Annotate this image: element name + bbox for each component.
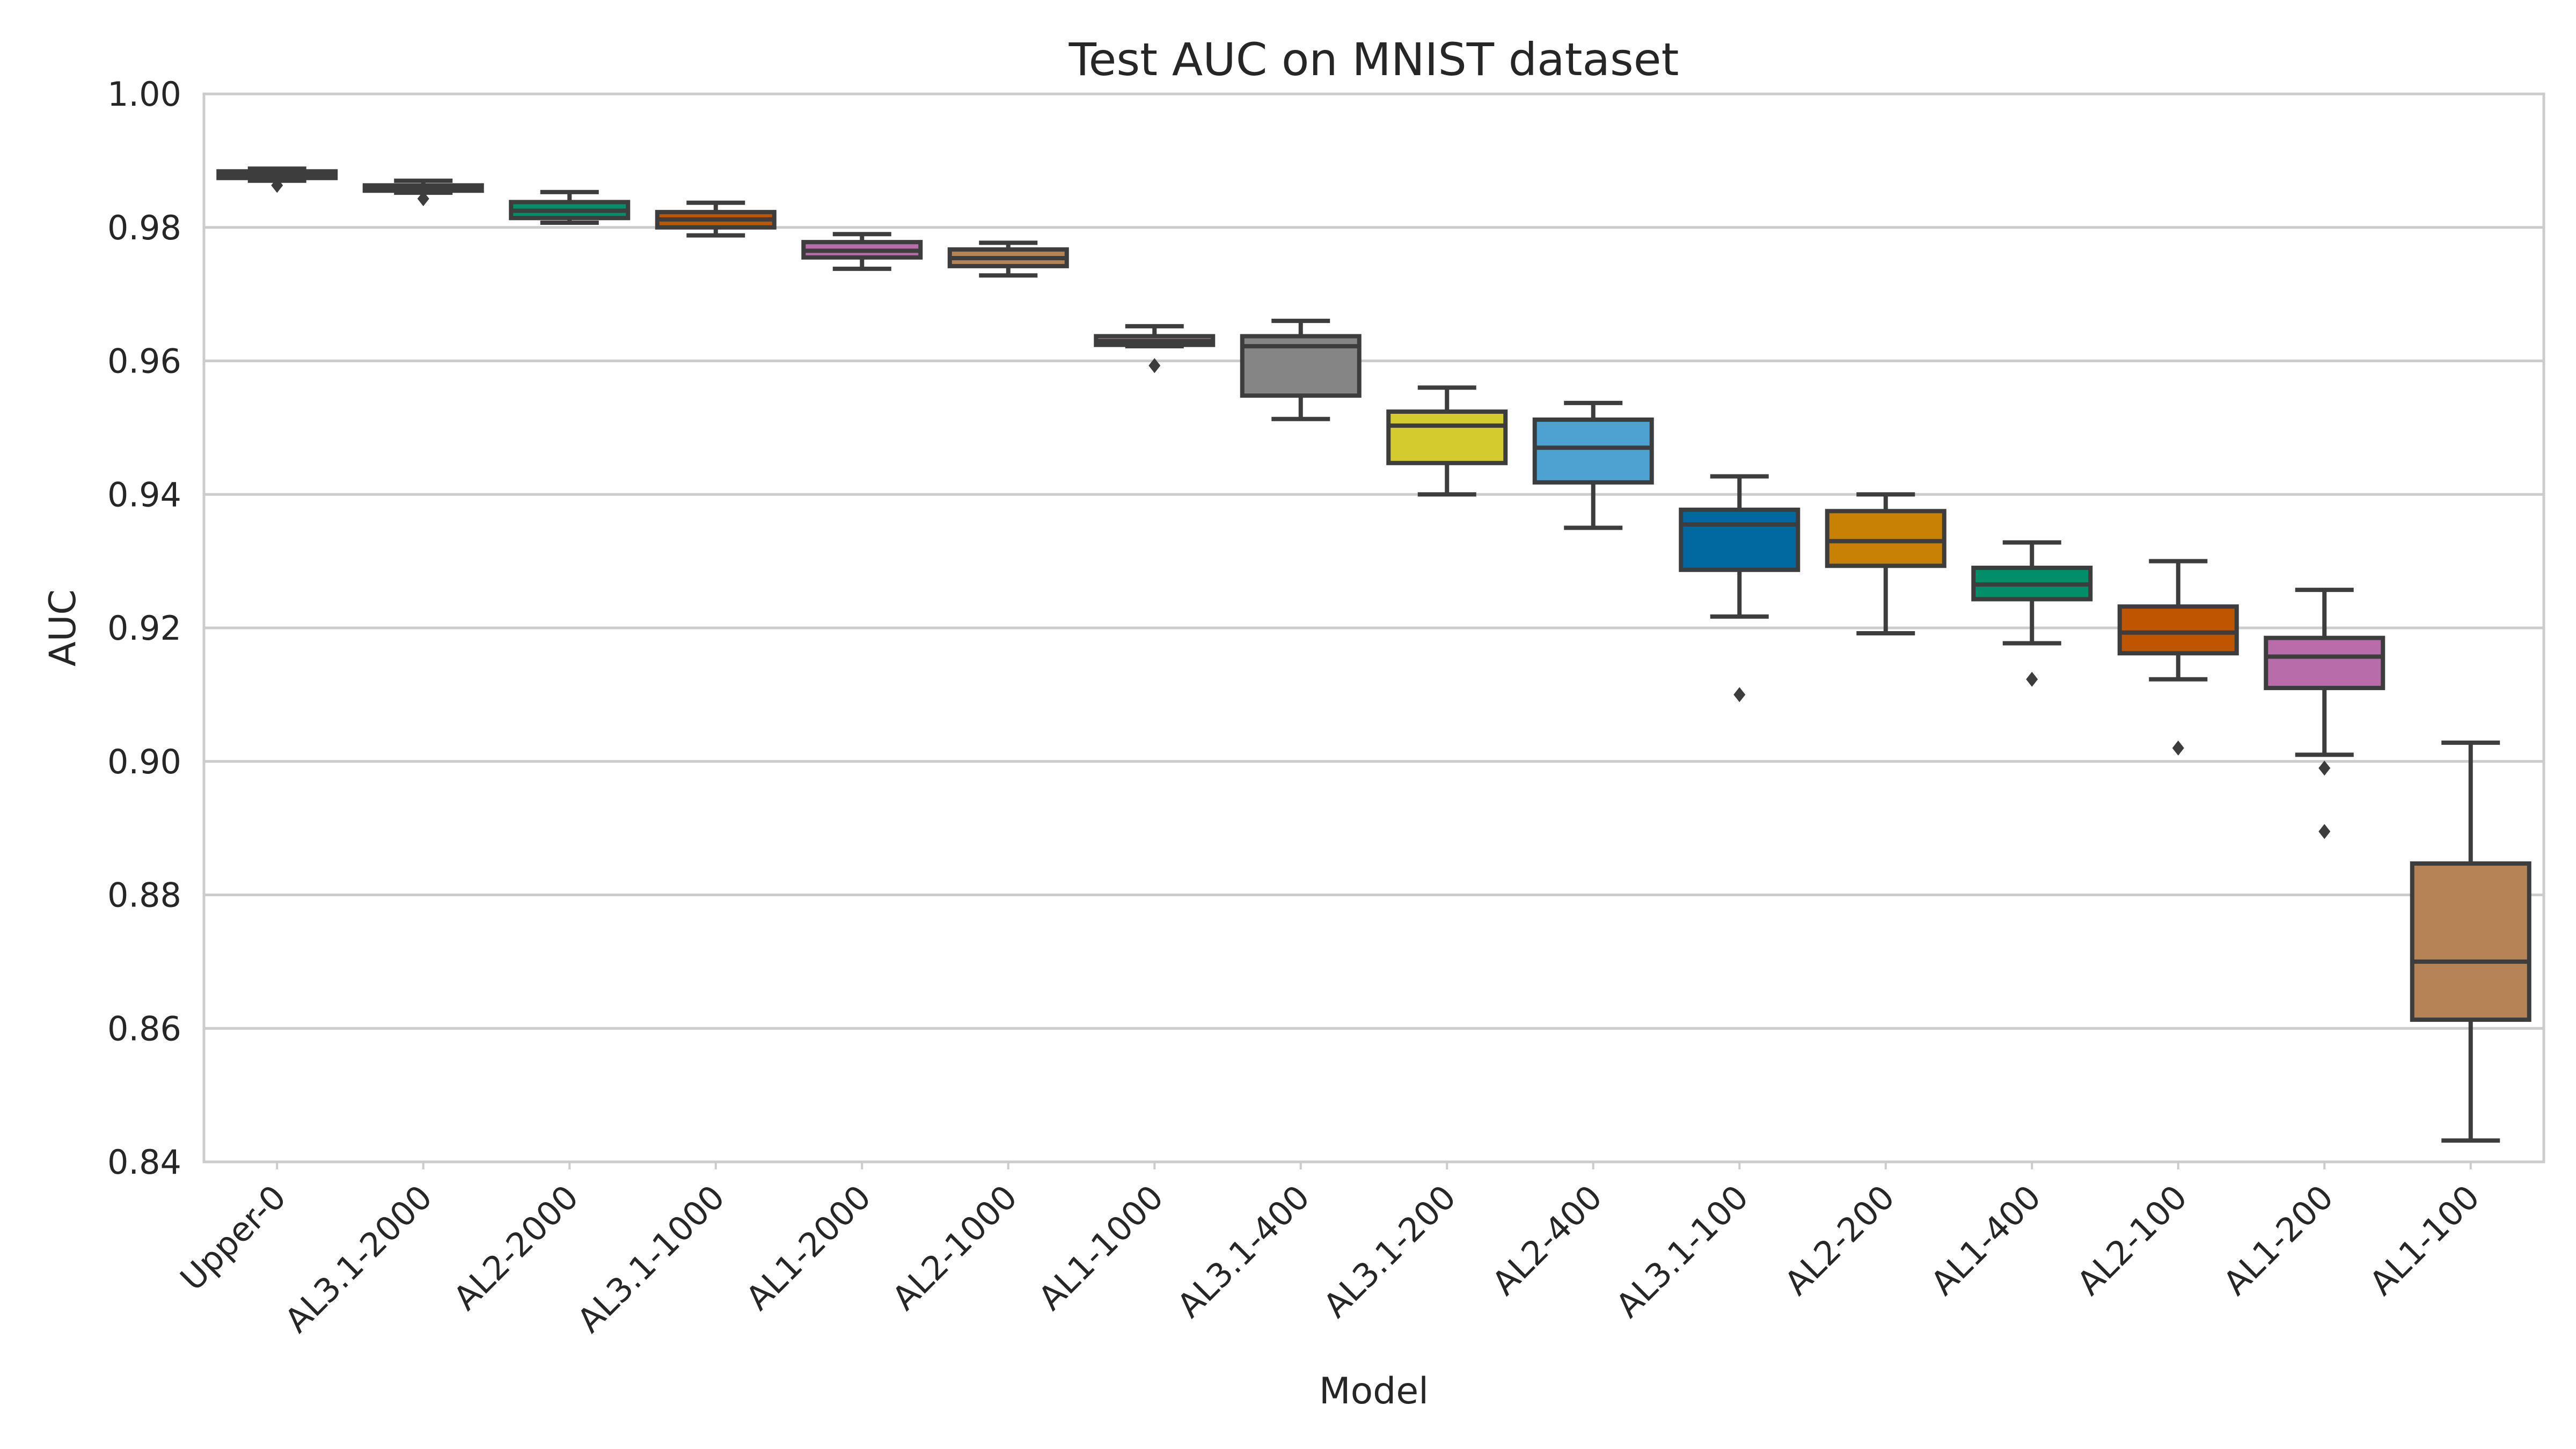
outlier-point: [417, 191, 429, 207]
box-AL2-400: [1532, 400, 1654, 530]
box-body: [1386, 409, 1508, 465]
chart-title: Test AUC on MNIST dataset: [1069, 33, 1679, 86]
outlier-point: [2318, 760, 2331, 776]
y-tick-label: 1.00: [107, 75, 181, 114]
box-body: [1679, 507, 1801, 572]
outlier-point: [2026, 671, 2038, 687]
y-tick-label: 0.84: [107, 1143, 181, 1182]
box-AL1-200: [2264, 588, 2385, 839]
outlier-point: [2318, 824, 2331, 839]
box-Upper-0: [216, 166, 338, 193]
y-tick-label: 0.88: [107, 876, 181, 915]
outlier-point: [2172, 740, 2184, 756]
y-tick-label: 0.92: [107, 609, 181, 648]
y-tick-label: 0.90: [107, 742, 181, 781]
box-AL1-2000: [801, 232, 923, 271]
y-tick-label: 0.96: [107, 342, 181, 381]
y-tick-label: 0.94: [107, 475, 181, 514]
box-AL2-1000: [947, 240, 1069, 278]
box-body: [1532, 417, 1654, 485]
box-AL3.1-2000: [362, 178, 484, 207]
box-AL3.1-1000: [655, 200, 777, 238]
y-tick-labels: 0.84 0.86 0.88 0.90 0.92 0.94 0.96 0.98 1.00: [107, 75, 181, 1182]
box-body: [2410, 861, 2531, 1022]
outlier-point: [1733, 687, 1746, 702]
plot-frame: [202, 92, 2545, 1163]
box-body: [2264, 635, 2385, 690]
y-axis-title: AUC: [42, 589, 84, 667]
box-body: [2117, 604, 2239, 656]
y-tick-label: 0.86: [107, 1009, 181, 1048]
box-AL2-200: [1825, 492, 1946, 635]
y-tick-label: 0.98: [107, 208, 181, 247]
x-axis-title: Model: [1319, 1370, 1429, 1413]
box-AL2-2000: [509, 189, 631, 225]
box-AL3.1-400: [1240, 318, 1362, 421]
boxes: [216, 166, 2531, 1143]
outlier-point: [1148, 358, 1161, 374]
box-AL1-100: [2410, 740, 2531, 1143]
box-AL1-1000: [1094, 324, 1216, 374]
box-AL1-400: [1971, 540, 2093, 687]
box-AL3.1-100: [1679, 474, 1801, 702]
box-AL2-100: [2117, 559, 2239, 756]
outlier-point: [271, 178, 283, 193]
box-AL3.1-200: [1386, 385, 1508, 497]
box-body: [1825, 509, 1946, 568]
